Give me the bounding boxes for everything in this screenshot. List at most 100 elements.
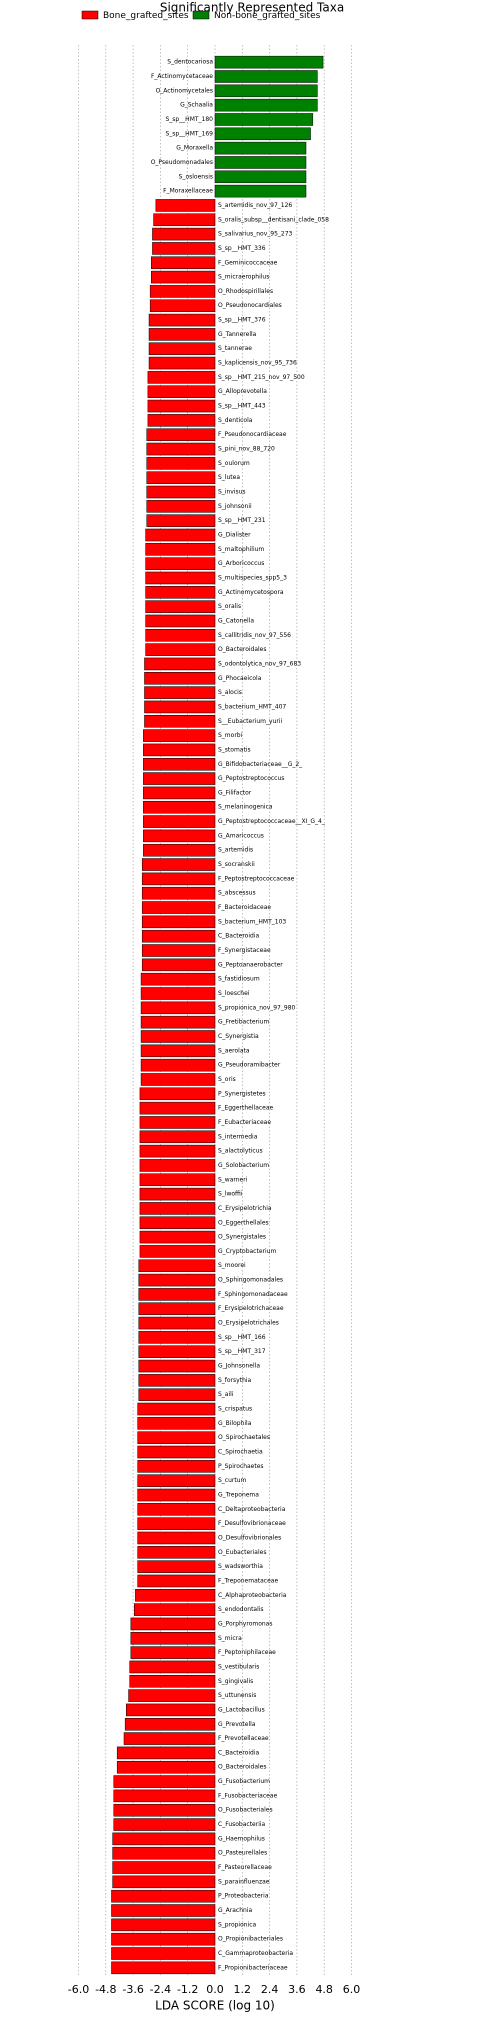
bar [139, 1159, 216, 1172]
bar [139, 1245, 216, 1258]
x-tick-label: 1.2 [234, 1983, 252, 1996]
bar-label: G_Bilophila [218, 1420, 252, 1427]
bar [214, 141, 307, 155]
bar-label: S_warneri [218, 1176, 248, 1183]
bar [152, 227, 216, 241]
bar [146, 442, 216, 456]
bar-label: G_Schaalia [180, 102, 213, 109]
bar [139, 1230, 216, 1244]
legend-swatch [192, 10, 210, 20]
bar [135, 1589, 216, 1602]
bar-label: O_Pseudomonadales [151, 159, 213, 166]
bar [111, 1918, 216, 1932]
bar [111, 1961, 216, 1975]
bar-label: F_Treponemataceae [218, 1577, 278, 1584]
bar-label: G_Filifactor [218, 789, 252, 796]
bar-label: G_Cryptobacterium [218, 1248, 276, 1255]
bar-label: P_Spirochaetes [218, 1463, 264, 1470]
bar-label: S__Eubacterium_yurii [218, 718, 282, 725]
bar-label: C_Gammaproteobacteria [218, 1950, 293, 1957]
bar [214, 55, 324, 69]
bar-label: O_Pasteurellales [218, 1850, 267, 1857]
bar-label: O_Pseudonocardiales [218, 302, 282, 309]
bar [137, 1574, 216, 1588]
bar-label: O_Synergistales [218, 1234, 266, 1241]
bar [138, 1331, 216, 1344]
bar-label: S_sp__HMT_215_nov_97_500 [218, 374, 305, 381]
bar-label: S_sp__HMT_443 [218, 403, 266, 410]
bar [111, 1932, 216, 1946]
bar-label: O_Spirochaetales [218, 1434, 270, 1441]
bar-label: S_sp__HMT_166 [218, 1334, 266, 1341]
bar-label: O_Actinomycetales [156, 87, 213, 94]
bar [139, 1173, 216, 1187]
bar-label: S_artemidis_nov_97_126 [218, 202, 292, 209]
bar [139, 1101, 216, 1115]
bar [145, 543, 216, 556]
bar [137, 1460, 216, 1473]
bar [145, 571, 216, 585]
x-tick-label: -6.0 [68, 1983, 89, 1996]
bar-label: O_Sphingomonadales [218, 1277, 283, 1284]
bar-label: S_multispecies_spp5_3 [218, 574, 287, 581]
bar-label: S_bacterium_HMT_103 [218, 918, 286, 925]
bar-label: S_micra [218, 1635, 242, 1642]
bar-label: G_Fusobacterium [218, 1778, 270, 1785]
bar-label: G_Fretibacterium [218, 1019, 269, 1026]
bar [112, 1861, 216, 1874]
bar [139, 1216, 216, 1230]
bar-label: O_Rhodospirillales [218, 288, 273, 295]
bar [214, 98, 318, 112]
bar [147, 414, 216, 427]
bar-label: O_Eggerthellales [218, 1219, 269, 1226]
bar [112, 1846, 216, 1860]
bar [137, 1560, 216, 1573]
bar [137, 1417, 216, 1430]
bar-label: S_sp__HMT_336 [218, 245, 266, 252]
bar [140, 1030, 216, 1043]
bar-label: O_Erysipelotrichales [218, 1320, 279, 1327]
bar [137, 1517, 216, 1530]
bar [143, 843, 216, 857]
bar-label: G_Pseudoramibacter [218, 1062, 281, 1069]
bar-label: S_gingivalis [218, 1678, 253, 1685]
bar-label: G_Arachnia [218, 1907, 252, 1914]
bar [129, 1660, 216, 1674]
bar [116, 1760, 216, 1774]
bar [140, 1044, 216, 1058]
bar-label: S_salivarius_nov_95_273 [218, 231, 293, 238]
bar-label: S_endodontalis [218, 1606, 264, 1613]
bar-label: G_Treponema [218, 1492, 259, 1499]
bar-label: F_Sphingomonadaceae [218, 1291, 288, 1298]
bar-label: G_Moraxella [176, 145, 213, 152]
bar [214, 184, 307, 198]
bar [140, 1015, 216, 1029]
bar [139, 1087, 216, 1101]
bar [137, 1546, 216, 1559]
bar [141, 958, 216, 972]
bar [141, 915, 216, 929]
bar [139, 1144, 216, 1158]
bar [143, 829, 216, 843]
bar [112, 1832, 216, 1846]
bar [138, 1302, 216, 1315]
bar-label: S_loeschei [218, 990, 250, 997]
bar-label: F_Eggerthellaceae [218, 1105, 274, 1112]
bar [139, 1130, 216, 1144]
bar-label: G_Solobacterium [218, 1162, 269, 1169]
x-tick-label: -3.6 [122, 1983, 143, 1996]
bar [144, 672, 216, 685]
bar-label: S_uttunensis [218, 1692, 256, 1699]
bar [141, 944, 216, 957]
bar-label: S_abscessus [218, 890, 256, 897]
bar-label: S_tannerae [218, 345, 252, 352]
bar [147, 399, 216, 413]
bar [139, 1202, 216, 1215]
bar [137, 1445, 216, 1459]
bar [137, 1474, 216, 1487]
bar-label: F_Geminicoccaceae [218, 259, 278, 266]
bar-label: S_fastidiosum [218, 976, 260, 983]
bar [137, 1431, 216, 1444]
bar [214, 113, 314, 126]
bar-label: F_Moraxellaceae [163, 188, 213, 195]
